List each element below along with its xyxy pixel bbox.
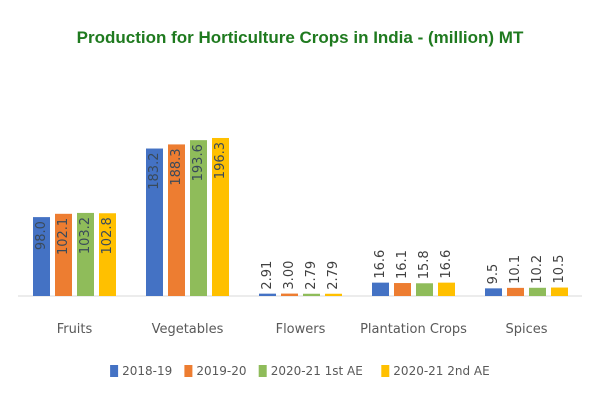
legend: 2018-19 2019-20 2020-21 1st AE 2020-21 2nd … (110, 364, 490, 378)
bar-vegetables-2018-19 (146, 148, 163, 296)
data-label: 102.8 (100, 217, 115, 254)
data-label: 103.2 (78, 217, 93, 254)
legend-entry: 2019-20 (196, 364, 246, 378)
category-label: Plantation Crops (360, 322, 467, 337)
category-labels: Fruits Vegetables Flowers Plantation Crops S… (57, 322, 548, 337)
bar-spices-2020-21-2nd-ae (551, 287, 568, 296)
data-label: 196.3 (213, 142, 228, 179)
bar-plantation-crops-2020-21-2nd-ae (438, 282, 455, 296)
legend-entry: 2018-19 (122, 364, 172, 378)
category-label: Flowers (276, 322, 326, 337)
bar-fruits-2018-19 (33, 217, 50, 296)
legend-entry: 2020-21 1st AE (271, 364, 363, 378)
data-label: 183.2 (147, 153, 162, 190)
legend-swatch (258, 365, 267, 377)
bar-spices-2018-19 (485, 288, 502, 296)
legend-swatch (110, 365, 119, 377)
data-label: 10.5 (552, 255, 567, 284)
data-label: 2.79 (326, 261, 341, 290)
legend-swatch (184, 365, 193, 377)
bar-flowers-2019-20 (281, 293, 298, 296)
data-label: 188.3 (169, 148, 184, 185)
data-label: 193.6 (191, 144, 206, 181)
data-label: 16.6 (439, 250, 454, 279)
data-label: 98.0 (34, 221, 49, 250)
bar-fruits-2019-20 (55, 213, 72, 296)
legend-entry: 2020-21 2nd AE (393, 364, 489, 378)
data-label: 2.79 (304, 261, 319, 290)
data-label: 15.8 (417, 250, 432, 279)
bar-flowers-2020-21-1st-ae (303, 293, 320, 296)
bar-vegetables-2019-20 (168, 144, 185, 296)
bar-fruits-2020-21-1st-ae (77, 212, 94, 296)
bar-spices-2019-20 (507, 287, 524, 296)
category-label: Spices (505, 322, 547, 337)
category-label: Fruits (57, 322, 93, 337)
legend-swatch (381, 365, 390, 377)
chart-title: Production for Horticulture Crops in Ind… (76, 28, 524, 47)
data-label: 9.5 (486, 264, 501, 285)
bar-plantation-crops-2020-21-1st-ae (416, 283, 433, 296)
bar-vegetables-2020-21-1st-ae (190, 140, 207, 296)
data-label: 16.6 (373, 250, 388, 279)
bar-flowers-2018-19 (259, 293, 276, 296)
bar-spices-2020-21-1st-ae (529, 287, 546, 296)
bar-plantation-crops-2018-19 (372, 282, 389, 296)
bar-fruits-2020-21-2nd-ae (99, 213, 116, 296)
data-label: 3.00 (282, 261, 297, 290)
bars-group: 98.0 102.1 103.2 102.8 183.2 188.3 193.6 196.3 2… (33, 137, 568, 296)
data-label: 16.1 (395, 250, 410, 279)
bar-plantation-crops-2019-20 (394, 283, 411, 296)
data-label: 2.91 (260, 261, 275, 290)
data-label: 10.1 (508, 255, 523, 284)
data-label: 102.1 (56, 218, 71, 255)
bar-flowers-2020-21-2nd-ae (325, 293, 342, 296)
data-label: 10.2 (530, 255, 545, 284)
bar-vegetables-2020-21-2nd-ae (212, 137, 229, 296)
category-label: Vegetables (152, 322, 224, 337)
